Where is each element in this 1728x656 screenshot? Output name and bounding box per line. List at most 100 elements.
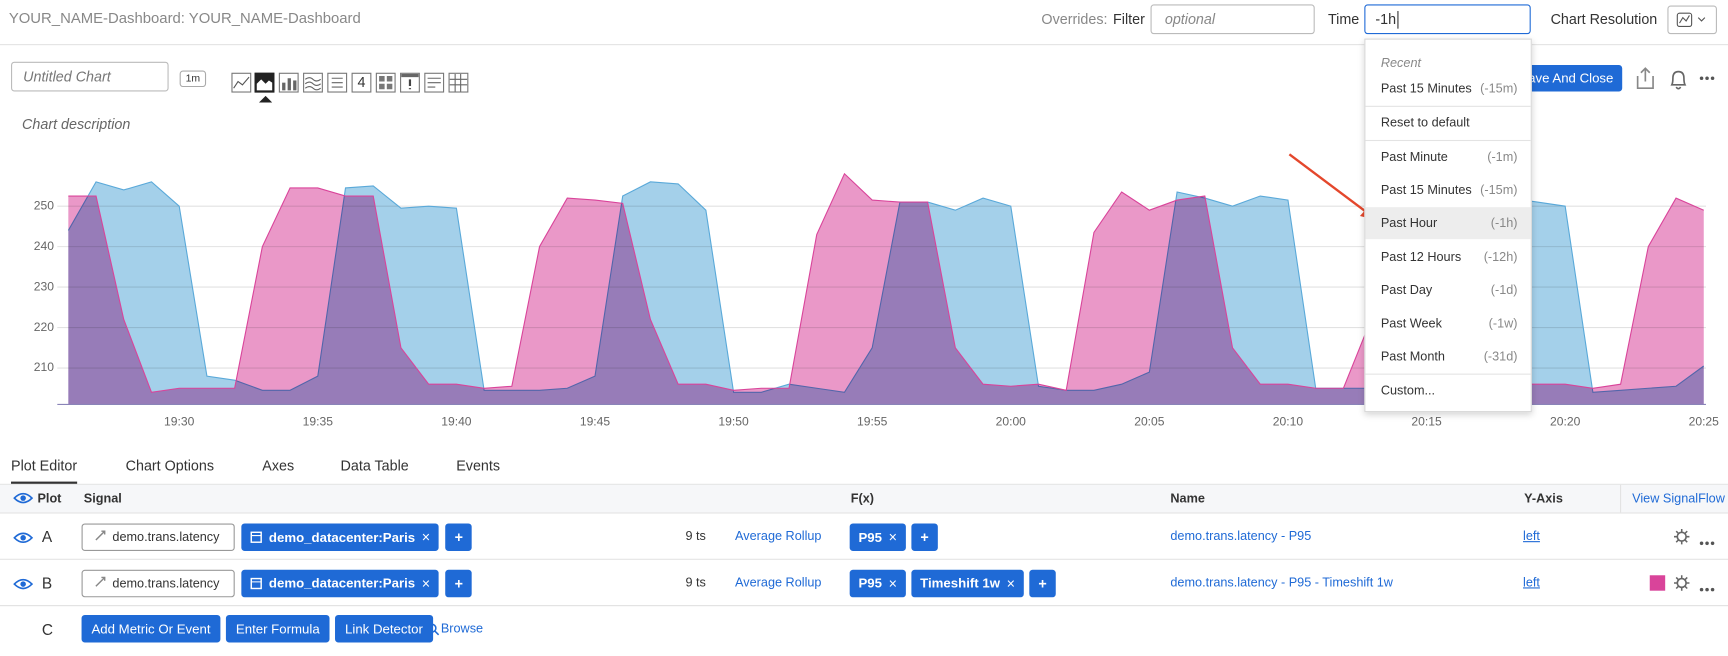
custom-option[interactable]: Custom... xyxy=(1365,375,1530,407)
y-tick-label: 250 xyxy=(34,198,54,212)
tab[interactable]: Events xyxy=(456,457,500,475)
x-tick-label: 19:30 xyxy=(164,414,195,428)
color-swatch[interactable] xyxy=(1650,575,1665,590)
time-option[interactable]: Past 12 Hours(-12h) xyxy=(1365,241,1530,273)
y-tick-label: 220 xyxy=(34,320,54,334)
filter-pill[interactable]: demo_datacenter:Paris × xyxy=(241,523,439,551)
time-option[interactable]: Past Hour(-1h) xyxy=(1365,208,1530,240)
y-axis-link[interactable]: left xyxy=(1523,528,1540,546)
option-label: Past Month xyxy=(1381,348,1445,366)
x-tick-label: 20:10 xyxy=(1273,414,1304,428)
remove-icon: × xyxy=(889,529,897,546)
metric-icon xyxy=(94,575,107,594)
x-tick-label: 19:40 xyxy=(441,414,472,428)
option-label: Past 12 Hours xyxy=(1381,249,1461,267)
y-tick-label: 240 xyxy=(34,239,54,253)
view-signalflow-link[interactable]: View SignalFlow xyxy=(1632,490,1725,508)
y-axis-link[interactable]: left xyxy=(1523,574,1540,592)
option-code: (-1d) xyxy=(1491,282,1518,300)
tab[interactable]: Data Table xyxy=(341,457,409,475)
y-tick-label: 210 xyxy=(34,360,54,374)
function-name: P95 xyxy=(858,575,882,590)
divider xyxy=(0,605,1728,606)
metric-input[interactable]: demo.trans.latency xyxy=(82,523,235,551)
option-label: Past Week xyxy=(1381,315,1442,333)
function-pill[interactable]: Timeshift 1w × xyxy=(911,569,1023,597)
x-tick-label: 19:50 xyxy=(718,414,749,428)
filter-text: demo_datacenter:Paris xyxy=(269,530,415,545)
tab[interactable]: Chart Options xyxy=(126,457,214,475)
time-option[interactable]: Past Month(-31d) xyxy=(1365,341,1530,373)
column-header: Signal xyxy=(84,490,122,508)
time-option[interactable]: Past Minute(-1m) xyxy=(1365,141,1530,173)
option-code: (-15m) xyxy=(1480,80,1517,98)
option-code: (-1w) xyxy=(1489,315,1518,333)
time-option[interactable]: Past Week (-1w) xyxy=(1365,307,1530,339)
action-button[interactable]: Enter Formula xyxy=(226,615,330,643)
settings-icon[interactable] xyxy=(1673,528,1691,550)
visibility-icon[interactable] xyxy=(13,492,33,505)
settings-icon[interactable] xyxy=(1673,574,1691,596)
visibility-icon[interactable] xyxy=(13,577,33,595)
x-tick-label: 20:20 xyxy=(1550,414,1581,428)
add-button[interactable]: + xyxy=(446,569,472,597)
time-option[interactable]: Past 15 Minutes(-15m) xyxy=(1365,174,1530,206)
action-button[interactable]: Add Metric Or Event xyxy=(82,615,221,643)
rollup-link[interactable]: Average Rollup xyxy=(735,574,821,592)
more-icon[interactable] xyxy=(1698,533,1716,551)
divider xyxy=(0,559,1728,560)
action-button[interactable]: Link Detector xyxy=(335,615,433,643)
tab[interactable]: Axes xyxy=(262,457,294,475)
function-pill[interactable]: P95 × xyxy=(850,569,906,597)
more-icon[interactable] xyxy=(1698,579,1716,597)
divider xyxy=(1620,485,1621,513)
functions: P95 × + xyxy=(850,523,938,551)
remove-icon: × xyxy=(1007,575,1015,592)
plot-letter: A xyxy=(42,528,52,546)
browse-link[interactable]: Browse xyxy=(441,620,483,638)
y-tick-label: 230 xyxy=(34,279,54,293)
metric-input[interactable]: demo.trans.latency xyxy=(82,569,235,597)
time-option[interactable]: Past Day (-1d) xyxy=(1365,274,1530,306)
x-tick-label: 20:15 xyxy=(1411,414,1442,428)
reset-option[interactable]: Reset to default xyxy=(1365,107,1530,139)
active-tab-underline xyxy=(11,482,77,484)
option-label: Past 15 Minutes xyxy=(1381,182,1472,200)
time-dropdown: RecentPast 15 Minutes(-15m)Reset to defa… xyxy=(1364,39,1532,413)
column-header: Y-Axis xyxy=(1524,490,1563,508)
ts-count: 9 ts xyxy=(685,528,705,546)
signal-filters: demo_datacenter:Paris×+ xyxy=(241,569,472,597)
function-pill[interactable]: P95 × xyxy=(850,523,906,551)
functions: P95 × Timeshift 1w × + xyxy=(850,569,1056,597)
plot-name[interactable]: demo.trans.latency - P95 xyxy=(1170,528,1311,546)
add-button[interactable]: + xyxy=(1029,569,1055,597)
function-name: Timeshift 1w xyxy=(920,575,1000,590)
option-label: Custom... xyxy=(1381,382,1435,400)
function-name: P95 xyxy=(858,530,882,545)
x-tick-label: 19:55 xyxy=(857,414,888,428)
remove-icon: × xyxy=(422,529,430,546)
option-code: (-1h) xyxy=(1491,215,1518,233)
option-label: Reset to default xyxy=(1381,115,1470,133)
remove-icon: × xyxy=(422,575,430,592)
rollup-link[interactable]: Average Rollup xyxy=(735,528,821,546)
column-header: Plot xyxy=(37,490,61,508)
option-label: Past 15 Minutes xyxy=(1381,80,1472,98)
metric-name: demo.trans.latency xyxy=(112,575,219,593)
add-button[interactable]: + xyxy=(446,523,472,551)
plot-name[interactable]: demo.trans.latency - P95 - Timeshift 1w xyxy=(1170,574,1393,592)
tab[interactable]: Plot Editor xyxy=(11,457,77,475)
x-tick-label: 19:35 xyxy=(303,414,334,428)
visibility-icon[interactable] xyxy=(13,531,33,549)
time-option[interactable]: Past 15 Minutes (-15m) xyxy=(1365,73,1530,105)
ts-count: 9 ts xyxy=(685,574,705,592)
column-header: F(x) xyxy=(851,490,874,508)
add-button[interactable]: + xyxy=(911,523,937,551)
filter-pill[interactable]: demo_datacenter:Paris× xyxy=(241,569,439,597)
x-tick-label: 20:00 xyxy=(996,414,1027,428)
option-label: Past Day xyxy=(1381,282,1432,300)
plot-letter: B xyxy=(42,574,52,592)
remove-icon: × xyxy=(889,575,897,592)
